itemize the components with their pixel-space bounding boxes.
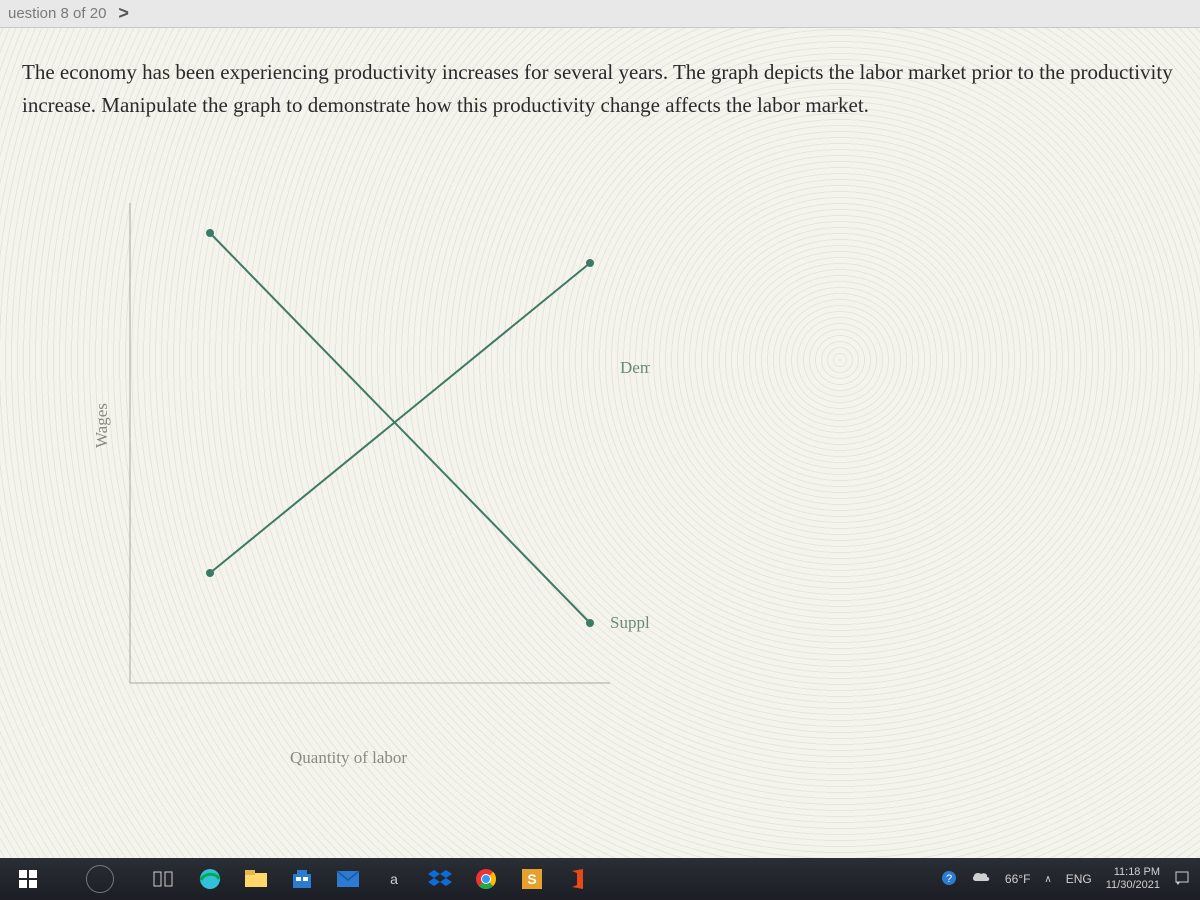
weather-temp[interactable]: 66°F <box>1005 872 1030 886</box>
demand-label: Demand <box>620 358 650 377</box>
svg-text:S: S <box>527 871 536 887</box>
office-icon[interactable] <box>558 859 598 899</box>
question-content: The economy has been experiencing produc… <box>0 28 1200 858</box>
start-button[interactable] <box>10 861 46 897</box>
task-view-icon[interactable] <box>144 859 184 899</box>
clock-time: 11:18 PM <box>1106 866 1160 879</box>
letter-a-icon[interactable]: a <box>374 859 414 899</box>
supply-label: Supply <box>610 613 650 632</box>
edge-icon[interactable] <box>190 859 230 899</box>
file-explorer-icon[interactable] <box>236 859 276 899</box>
demand-endpoint-low[interactable] <box>586 259 594 267</box>
chart-svg[interactable]: Supply Demand <box>90 183 650 743</box>
question-prompt: The economy has been experiencing produc… <box>0 28 1200 139</box>
windows-taskbar[interactable]: a S ? 66°F ∧ ENG 11:18 PM 11/30/2021 <box>0 858 1200 900</box>
onedrive-tray-icon[interactable] <box>971 871 991 888</box>
svg-text:?: ? <box>946 873 952 885</box>
system-clock[interactable]: 11:18 PM 11/30/2021 <box>1106 866 1160 891</box>
help-tray-icon[interactable]: ? <box>941 870 957 889</box>
dropbox-icon[interactable] <box>420 859 460 899</box>
chrome-icon[interactable] <box>466 859 506 899</box>
demand-curve[interactable] <box>210 263 590 573</box>
question-progress: uestion 8 of 20 <box>8 5 106 22</box>
notifications-icon[interactable] <box>1174 870 1190 889</box>
mail-icon[interactable] <box>328 859 368 899</box>
supply-endpoint-high[interactable] <box>586 619 594 627</box>
store-icon[interactable] <box>282 859 322 899</box>
language-indicator[interactable]: ENG <box>1066 872 1092 886</box>
taskbar-apps: a S <box>144 859 598 899</box>
windows-icon <box>19 870 37 888</box>
supply-endpoint-low[interactable] <box>206 229 214 237</box>
tray-chevron-icon[interactable]: ∧ <box>1044 874 1051 885</box>
s-app-icon[interactable]: S <box>512 859 552 899</box>
x-axis-label: Quantity of labor <box>290 748 407 768</box>
quiz-progress-header: uestion 8 of 20 > <box>0 0 1200 28</box>
demand-endpoint-high[interactable] <box>206 569 214 577</box>
labor-market-chart[interactable]: Supply Demand <box>90 183 650 743</box>
supply-curve[interactable] <box>210 233 590 623</box>
clock-date: 11/30/2021 <box>1106 879 1160 892</box>
search-circle-icon[interactable] <box>86 865 114 893</box>
next-question-chevron[interactable]: > <box>118 3 129 24</box>
